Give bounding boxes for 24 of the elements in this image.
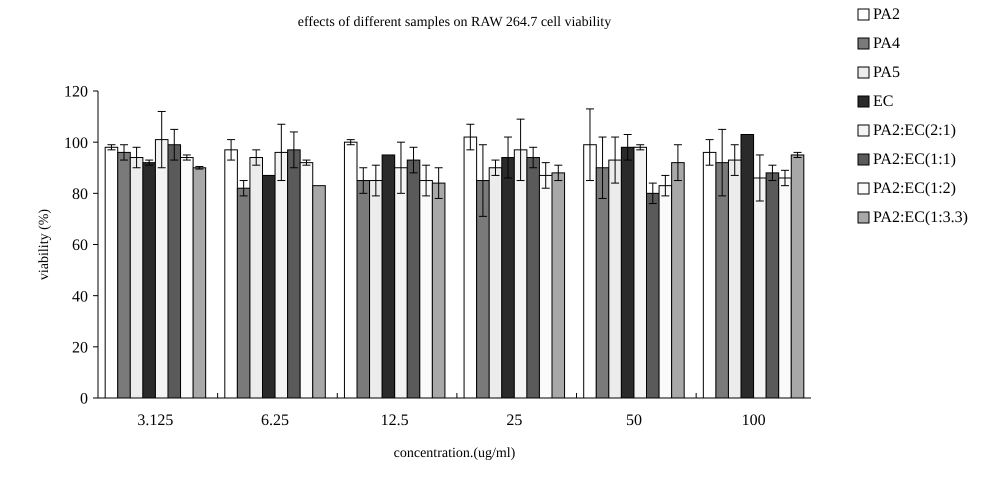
x-tick-label: 50 — [626, 412, 642, 429]
y-tick-label: 20 — [72, 339, 88, 356]
x-tick-label: 3.125 — [137, 412, 174, 429]
x-tick-label: 12.5 — [380, 412, 409, 429]
legend-label: PA5 — [873, 64, 900, 81]
x-tick-label: 6.25 — [261, 412, 290, 429]
y-tick-label: 120 — [64, 84, 88, 101]
y-tick-label: 60 — [72, 237, 88, 254]
x-axis-title: concentration.(ug/ml) — [394, 446, 516, 461]
legend-label: EC — [873, 93, 894, 110]
legend-label: PA2 — [873, 6, 900, 23]
legend-label: PA4 — [873, 35, 900, 52]
legend-label: PA2:EC(1:1) — [873, 151, 956, 168]
legend-label: PA2:EC(1:3.3) — [873, 209, 968, 226]
x-tick-label: 25 — [506, 412, 522, 429]
y-tick-label: 0 — [80, 390, 88, 408]
y-axis-title: viability (%) — [37, 208, 52, 280]
chart-title: effects of different samples on RAW 264.7 cell viability — [298, 15, 612, 30]
y-tick-label: 40 — [72, 288, 88, 306]
x-tick-label: 100 — [742, 412, 766, 429]
legend-label: PA2:EC(1:2) — [873, 180, 956, 197]
y-tick-label: 80 — [72, 186, 88, 203]
legend-label: PA2:EC(2:1) — [873, 122, 956, 139]
y-tick-label: 100 — [64, 134, 88, 152]
